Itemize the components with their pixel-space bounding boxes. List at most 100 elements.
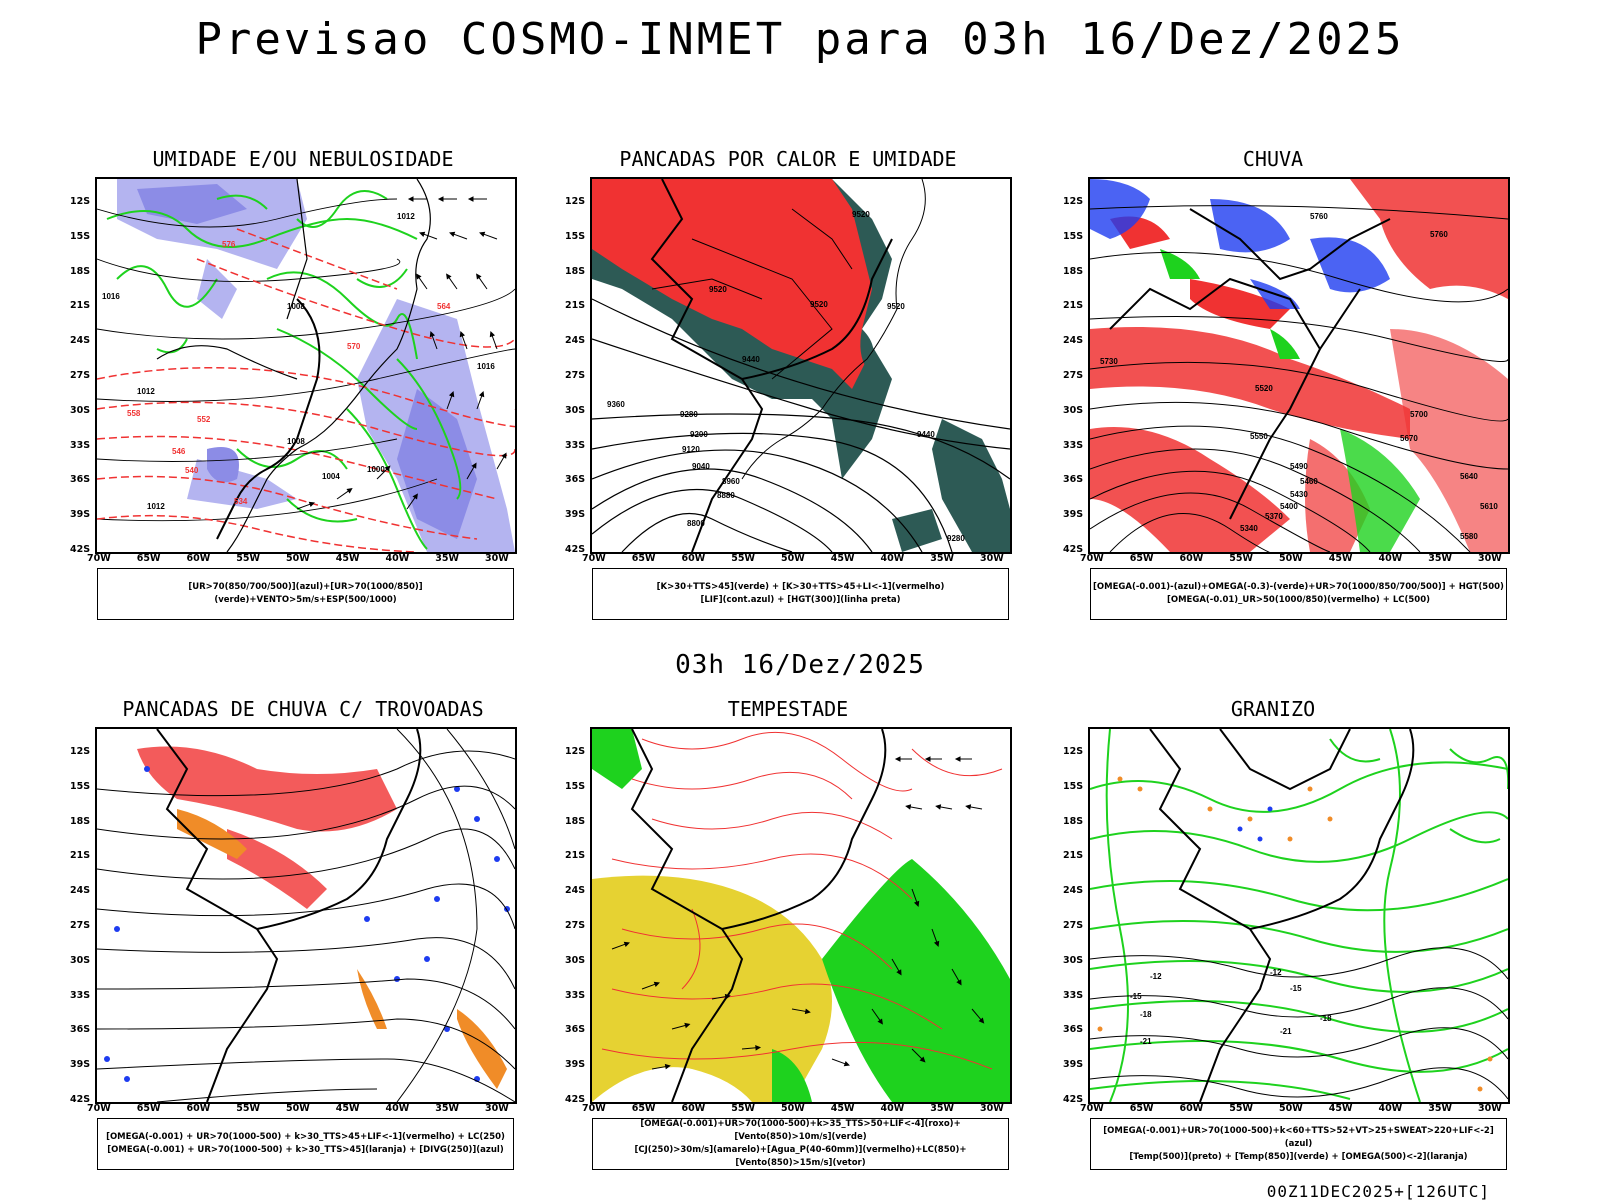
map-chuva: 5760 5760 5730 5700 5670 5640 5610 5580 …	[1088, 177, 1510, 554]
latitude-label: 12S	[70, 196, 91, 207]
svg-text:576: 576	[222, 240, 236, 249]
longitude-label: 55W	[731, 553, 755, 564]
latitude-label: 15S	[565, 230, 586, 242]
svg-text:-12: -12	[1150, 972, 1162, 981]
latitude-label: 36S	[70, 474, 91, 486]
svg-text:-21: -21	[1140, 1037, 1152, 1046]
longitude-label: 45W	[1328, 1103, 1353, 1114]
latitude-label: 18S	[70, 815, 91, 827]
latitude-label: 15S	[70, 780, 91, 792]
latitude-label: 39S	[565, 1059, 586, 1071]
latitude-label: 33S	[70, 439, 91, 451]
longitude-label: 40W	[880, 553, 905, 564]
map-tempestade	[590, 727, 1012, 1104]
map-umidade: 1012 1016 1012 1008 1004 1008 1000 1012 …	[95, 177, 517, 554]
latitude-label: 27S	[1063, 920, 1084, 931]
latitude-label: 36S	[1063, 1024, 1084, 1036]
latitude-label: 15S	[70, 230, 91, 242]
latitude-label: 24S	[565, 335, 586, 347]
longitude-label: 30W	[1478, 1103, 1502, 1114]
longitude-label: 40W	[385, 1103, 410, 1114]
latitude-label: 42S	[565, 544, 586, 555]
panel-title-chuva: CHUVA	[1242, 147, 1304, 171]
longitude-label: 35W	[930, 553, 954, 564]
longitude-label: 45W	[335, 553, 360, 564]
longitude-label: 60W	[681, 1103, 706, 1114]
longitude-label: 35W	[435, 553, 459, 564]
longitude-label: 55W	[1229, 553, 1253, 564]
longitude-label: 60W	[1179, 1103, 1204, 1114]
latitude-label: 24S	[70, 885, 91, 897]
latitude-label: 24S	[1063, 885, 1084, 897]
longitude-label: 60W	[186, 553, 211, 564]
svg-text:9280: 9280	[680, 410, 698, 419]
latitude-label: 42S	[565, 1094, 586, 1105]
legend-trovoadas: [OMEGA(-0.001) + UR>70(1000-500) + k>30_…	[97, 1118, 514, 1170]
latitude-label: 39S	[1063, 1059, 1084, 1071]
svg-text:9040: 9040	[692, 462, 710, 471]
longitude-label: 30W	[980, 553, 1004, 564]
run-info-footer: 00Z11DEC2025+[126UTC]	[1266, 1182, 1490, 1201]
latitude-label: 12S	[565, 196, 586, 207]
svg-text:-21: -21	[1280, 1027, 1292, 1036]
latitude-label: 33S	[70, 989, 91, 1001]
latitude-label: 21S	[70, 850, 91, 862]
latitude-label: 21S	[1063, 300, 1084, 312]
longitude-label: 35W	[1428, 553, 1452, 564]
longitude-label: 55W	[1229, 1103, 1253, 1114]
forecast-time-label: 03h 16/Dez/2025	[675, 650, 925, 680]
latitude-label: 33S	[565, 439, 586, 451]
svg-text:9200: 9200	[690, 430, 708, 439]
svg-text:5430: 5430	[1290, 490, 1308, 499]
latitude-label: 33S	[1063, 989, 1084, 1001]
svg-text:5520: 5520	[1255, 384, 1273, 393]
longitude-label: 55W	[236, 553, 260, 564]
latitude-label: 18S	[70, 265, 91, 277]
panel-title-tempestade: TEMPESTADE	[727, 697, 849, 721]
latitude-label: 18S	[1063, 815, 1084, 827]
svg-text:9440: 9440	[742, 355, 760, 364]
latitude-label: 21S	[565, 300, 586, 312]
longitude-label: 70W	[582, 1103, 606, 1114]
longitude-label: 65W	[1129, 553, 1154, 564]
svg-text:5550: 5550	[1250, 432, 1268, 441]
longitude-label: 65W	[631, 553, 656, 564]
longitude-label: 50W	[1279, 553, 1303, 564]
latitude-label: 42S	[1063, 1094, 1084, 1105]
latitude-label: 15S	[565, 780, 586, 792]
svg-text:1012: 1012	[147, 502, 165, 511]
longitude-label: 50W	[286, 553, 310, 564]
latitude-label: 33S	[565, 989, 586, 1001]
panel-title-umidade: UMIDADE E/OU NEBULOSIDADE	[152, 147, 454, 171]
longitude-label: 70W	[87, 1103, 111, 1114]
panel-title-granizo: GRANIZO	[1230, 697, 1316, 721]
longitude-label: 50W	[781, 1103, 805, 1114]
longitude-label: 45W	[830, 1103, 855, 1114]
longitude-label: 60W	[1179, 553, 1204, 564]
longitude-label: 40W	[1378, 553, 1403, 564]
svg-text:5760: 5760	[1310, 212, 1328, 221]
svg-text:-18: -18	[1140, 1010, 1152, 1019]
svg-text:8800: 8800	[687, 519, 705, 528]
svg-text:558: 558	[127, 409, 141, 418]
svg-text:5610: 5610	[1480, 502, 1498, 511]
legend-umidade: [UR>70(850/700/500)](azul)+[UR>70(1000/8…	[97, 568, 514, 620]
svg-text:1016: 1016	[477, 362, 495, 371]
longitude-label: 70W	[1080, 553, 1104, 564]
longitude-label: 50W	[781, 553, 805, 564]
svg-text:1004: 1004	[322, 472, 340, 481]
longitude-label: 30W	[485, 553, 509, 564]
latitude-label: 30S	[70, 404, 91, 416]
svg-text:540: 540	[185, 466, 199, 475]
latitude-label: 30S	[565, 954, 586, 966]
longitude-label: 70W	[1080, 1103, 1104, 1114]
svg-text:9440: 9440	[917, 430, 935, 439]
latitude-label: 27S	[565, 920, 586, 931]
legend-tempestade: [OMEGA(-0.001)+UR>70(1000-500)+k>35_TTS>…	[592, 1118, 1009, 1170]
latitude-label: 39S	[1063, 509, 1084, 521]
svg-text:5580: 5580	[1460, 532, 1478, 541]
latitude-label: 42S	[1063, 544, 1084, 555]
latitude-label: 42S	[70, 544, 91, 555]
svg-text:5640: 5640	[1460, 472, 1478, 481]
latitude-label: 12S	[70, 746, 91, 757]
